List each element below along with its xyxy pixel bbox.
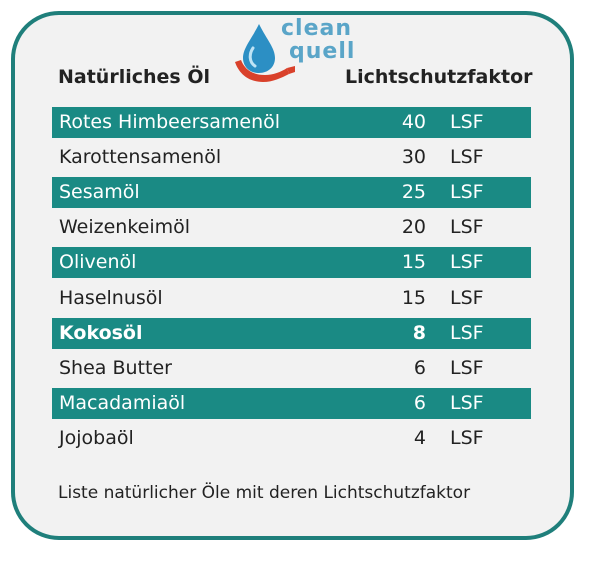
table-header: Natürliches Öl Lichtschutzfaktor — [0, 66, 600, 94]
table-row: Jojobaöl 4 LSF — [52, 423, 531, 454]
lsf-value: 30 — [401, 146, 426, 169]
oil-name: Haselnusöl — [59, 286, 163, 309]
oil-name: Olivenöl — [59, 251, 137, 274]
lsf-unit: LSF — [450, 111, 484, 133]
table-row: Haselnusöl 15 LSF — [52, 283, 531, 314]
table-row: Karottensamenöl 30 LSF — [52, 142, 531, 173]
table-row: Kokosöl 8 LSF — [52, 317, 531, 349]
table-row: Sesamöl 25 LSF — [52, 177, 531, 209]
lsf-value: 6 — [413, 356, 426, 379]
oil-name: Weizenkeimöl — [59, 216, 191, 239]
lsf-unit: LSF — [450, 321, 484, 344]
table-row: Shea Butter 6 LSF — [52, 353, 531, 384]
lsf-unit: LSF — [450, 426, 484, 449]
lsf-unit: LSF — [450, 356, 484, 379]
table-row: Macadamiaöl 6 LSF — [52, 387, 531, 419]
lsf-unit: LSF — [450, 216, 484, 239]
lsf-unit: LSF — [450, 251, 484, 274]
lsf-unit: LSF — [450, 146, 484, 169]
logo-quell-text: quell — [289, 39, 356, 64]
oil-name: Rotes Himbeersamenöl — [59, 111, 281, 133]
oil-name: Shea Butter — [59, 356, 172, 379]
lsf-value: 15 — [401, 251, 426, 274]
oil-name: Karottensamenöl — [59, 146, 222, 169]
lsf-value: 8 — [412, 321, 426, 344]
oil-name: Sesamöl — [59, 181, 140, 204]
lsf-value: 15 — [401, 286, 426, 309]
column-header-lsf: Lichtschutzfaktor — [345, 66, 533, 88]
caption: Liste natürlicher Öle mit deren Lichtsch… — [58, 483, 471, 503]
table-row: Olivenöl 15 LSF — [52, 247, 531, 279]
oil-name: Jojobaöl — [59, 426, 134, 449]
lsf-unit: LSF — [450, 391, 484, 414]
lsf-unit: LSF — [450, 286, 484, 309]
lsf-value: 25 — [401, 181, 426, 204]
oil-name: Kokosöl — [59, 321, 143, 344]
lsf-value: 4 — [413, 426, 426, 449]
logo-clean-text: clean — [281, 16, 353, 41]
column-header-oil: Natürliches Öl — [58, 66, 210, 88]
table-row: Weizenkeimöl 20 LSF — [52, 212, 531, 243]
lsf-unit: LSF — [450, 181, 484, 204]
lsf-value: 20 — [401, 216, 426, 239]
lsf-value: 40 — [401, 111, 426, 133]
table-row: Rotes Himbeersamenöl 40 LSF — [52, 107, 531, 138]
hand-drop-icon — [235, 24, 295, 82]
cleanquell-logo: clean quell — [229, 16, 359, 88]
lsf-value: 6 — [413, 391, 426, 414]
oil-name: Macadamiaöl — [59, 391, 186, 414]
